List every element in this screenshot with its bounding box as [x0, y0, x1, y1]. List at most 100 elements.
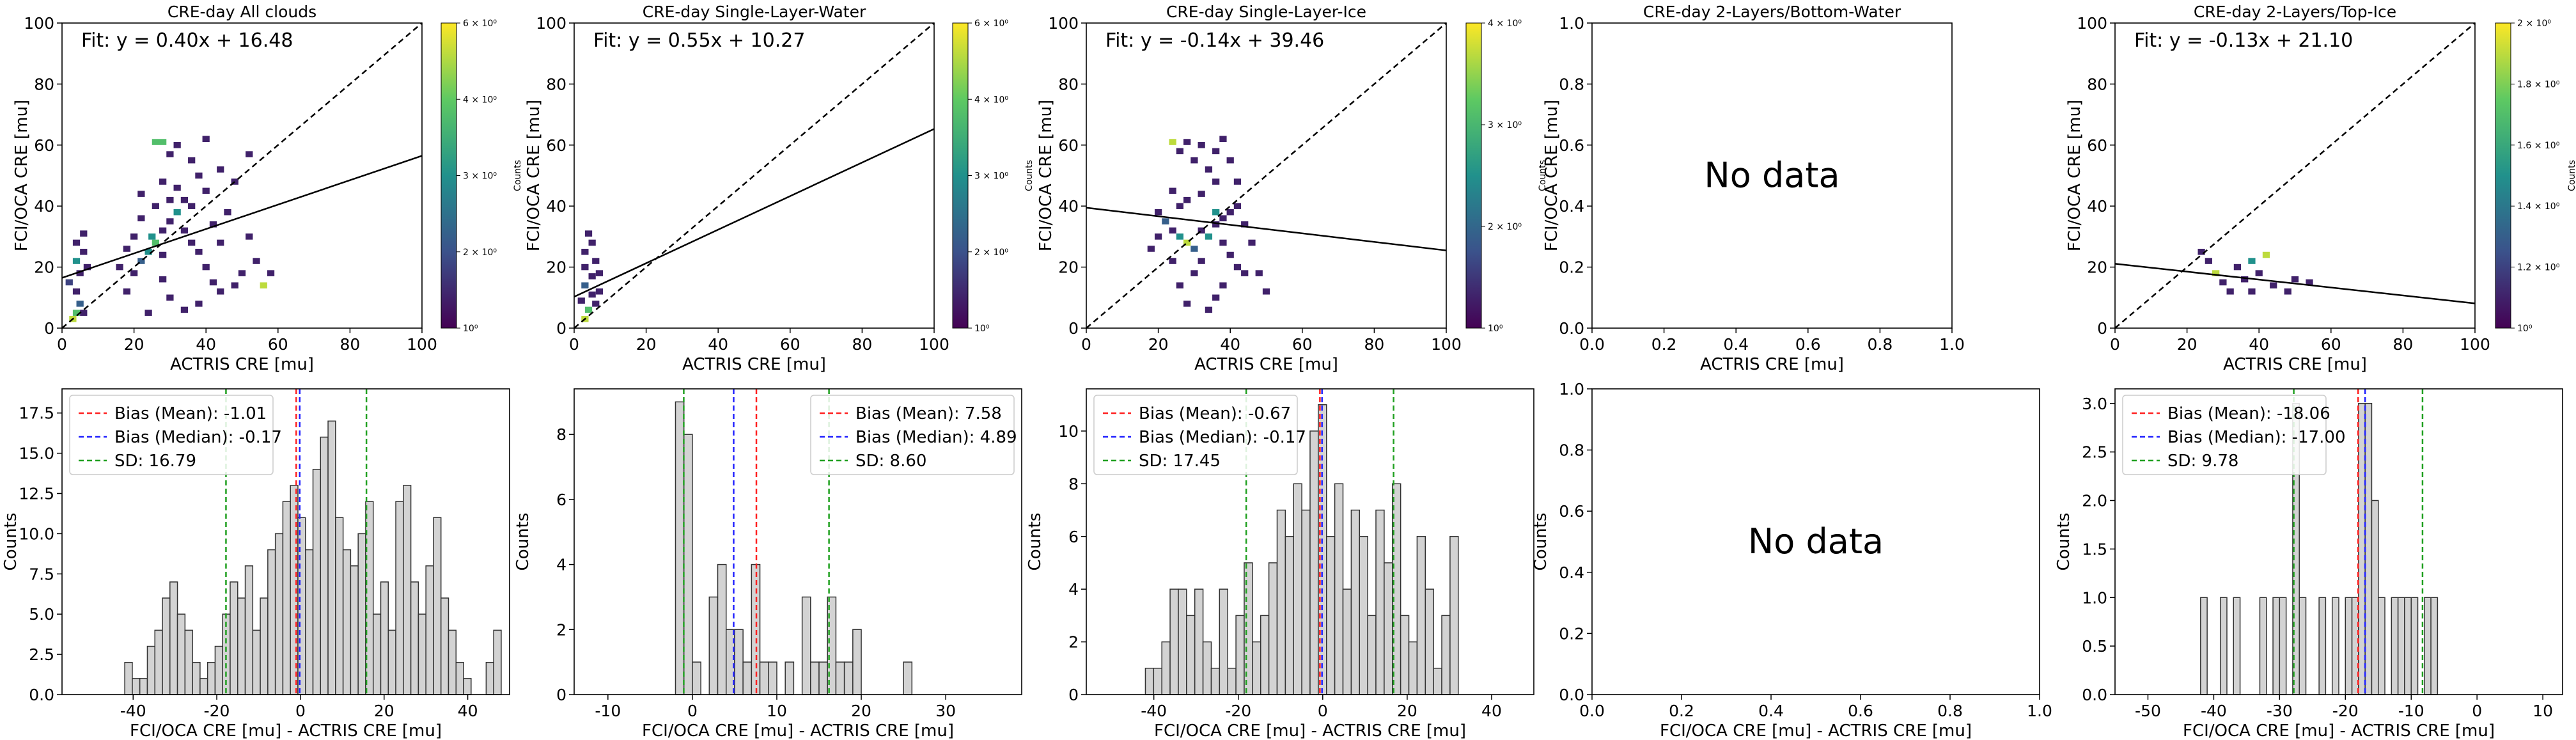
histogram-bar — [350, 565, 359, 695]
histogram-bar — [139, 678, 148, 695]
heatmap-panel-5: Fit: y = -0.13x + 21.10 0 20 40 60 80 100 0 20 40… — [2065, 3, 2576, 374]
plot-frame — [1086, 388, 1534, 695]
heatmap-cell — [1169, 227, 1176, 234]
x-axis-label: FCI/OCA CRE [mu] - ACTRIS CRE [mu] — [2183, 721, 2495, 740]
histogram-bar — [1202, 641, 1212, 695]
heatmap-cell — [209, 279, 217, 286]
histogram-bar — [1144, 668, 1155, 695]
heatmap-cell — [83, 264, 91, 271]
heatmap-cell — [1262, 288, 1270, 295]
heatmap-cell — [581, 264, 589, 271]
y-axis-label: FCI/OCA CRE [mu] — [1036, 100, 1056, 251]
heatmap-cell — [152, 139, 160, 145]
heatmap-cell — [2270, 282, 2277, 288]
heatmap-cell — [180, 196, 189, 203]
x-tick-label: 1.0 — [1939, 335, 1965, 354]
histogram-bar — [835, 661, 845, 695]
y-tick-label: 60 — [2087, 136, 2107, 155]
colorbar-label: Counts — [2567, 160, 2576, 191]
colorbar-tick-label: 1.2 × 10⁰ — [2517, 263, 2560, 273]
y-axis-label: FCI/OCA CRE [mu] — [12, 100, 31, 251]
y-tick-label: 6 — [1068, 528, 1079, 546]
histogram-bar — [2219, 597, 2228, 695]
y-tick-label: 3.0 — [2082, 395, 2107, 413]
plot-frame — [61, 388, 510, 695]
histogram-bar — [2410, 597, 2419, 695]
histogram-bar — [2345, 597, 2353, 695]
histogram-bar — [455, 661, 464, 695]
heatmap-cell — [1154, 209, 1162, 216]
heatmap-cell — [2284, 288, 2291, 295]
y-tick-label: 0.5 — [2082, 637, 2107, 656]
heatmap-cell — [72, 258, 81, 264]
heatmap-cell — [72, 310, 81, 316]
heatmap-cell — [581, 282, 589, 288]
heatmap-cell — [231, 282, 238, 288]
x-tick-label: 40 — [1481, 702, 1502, 720]
y-tick-label: 2.5 — [29, 645, 54, 664]
heatmap-cell — [1183, 196, 1191, 203]
panel-title: CRE-day 2-Layers/Bottom-Water — [1643, 3, 1901, 21]
histogram-bar — [342, 549, 352, 695]
plot-frame — [574, 388, 1022, 695]
colorbar-tick-label: 2 × 10⁰ — [463, 248, 497, 258]
heatmap-cell — [144, 310, 152, 316]
colorbar-tick-label: 2 × 10⁰ — [974, 248, 1008, 258]
y-axis-label: Counts — [2054, 513, 2073, 571]
y-tick-label: 0 — [1068, 319, 1079, 338]
histogram-bars — [675, 401, 913, 695]
heatmap-cell — [1176, 282, 1184, 288]
histogram-bar — [2200, 597, 2208, 695]
y-tick-label: 0 — [2097, 319, 2107, 338]
x-tick-label: 40 — [2249, 335, 2269, 354]
heatmap-cell — [1162, 218, 1169, 224]
legend-entry: Bias (Median): -0.17 — [1139, 428, 1306, 447]
heatmap-cell — [2255, 270, 2263, 276]
legend: Bias (Mean): 7.58 Bias (Median): 4.89 SD: … — [810, 395, 1017, 475]
y-axis-label: Counts — [1026, 513, 1045, 571]
x-tick-label: 30 — [935, 702, 956, 720]
y-tick-label: 2 — [1068, 633, 1079, 652]
no-data-label: No data — [1748, 521, 1884, 562]
histogram-bar — [2279, 597, 2287, 695]
heatmap-cell — [246, 151, 253, 157]
colorbar-tick-label: 3 × 10⁰ — [974, 171, 1008, 182]
y-tick-label: 40 — [2087, 197, 2107, 216]
heatmap-cell — [137, 258, 145, 264]
legend-box — [1093, 395, 1298, 475]
histogram-bar — [433, 517, 442, 695]
heatmap-cell — [1233, 264, 1242, 271]
colorbar-tick-label: 1.6 × 10⁰ — [2517, 141, 2560, 151]
histogram-panel-3: Bias (Mean): -0.67 Bias (Median): -0.17 SD… — [1026, 388, 1534, 740]
colorbar — [441, 22, 457, 329]
histogram-bar — [493, 629, 502, 695]
x-tick-label: 20 — [124, 335, 144, 354]
histogram-bar — [2358, 403, 2366, 695]
panel-title: CRE-day All clouds — [168, 3, 316, 21]
heatmap-cell — [2306, 279, 2313, 286]
heatmap-cell — [116, 264, 123, 271]
histogram-bar — [267, 549, 276, 695]
heatmap-cell — [137, 191, 145, 197]
x-tick-label: 0 — [687, 702, 698, 720]
heatmap-cell — [1190, 270, 1198, 276]
histogram-bar — [785, 661, 795, 695]
fit-equation: Fit: y = -0.14x + 39.46 — [1105, 29, 1324, 52]
y-tick-label: 2.5 — [2082, 443, 2107, 462]
histogram-bar — [818, 661, 828, 695]
heatmap-cell — [1212, 209, 1220, 216]
panel-title: CRE-day Single-Layer-Water — [643, 3, 866, 21]
colorbar-tick-label: 4 × 10⁰ — [974, 95, 1008, 105]
one-to-one-line — [2114, 22, 2476, 329]
colorbar-tick-label: 1.4 × 10⁰ — [2517, 201, 2560, 212]
x-tick-label: 60 — [2321, 335, 2341, 354]
x-tick-label: 80 — [1364, 335, 1384, 354]
x-axis-label: ACTRIS CRE [mu] — [1700, 355, 1844, 374]
x-tick-label: 0.8 — [1937, 702, 1963, 720]
plot-frame — [2114, 388, 2563, 695]
legend-entry: Bias (Mean): -18.06 — [2167, 404, 2330, 423]
y-tick-label: 0 — [44, 319, 54, 338]
heatmap-cell — [588, 239, 596, 246]
heatmap-cell — [152, 239, 160, 246]
